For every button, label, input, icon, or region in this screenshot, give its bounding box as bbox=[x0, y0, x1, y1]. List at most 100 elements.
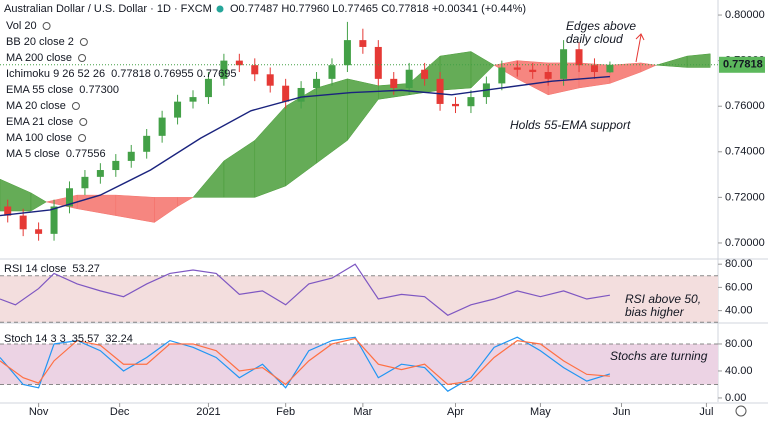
legend-label: MA 20 close bbox=[6, 100, 66, 112]
last-price-box bbox=[719, 56, 765, 73]
candle-body bbox=[297, 87, 305, 102]
x-tick-label: 2021 bbox=[196, 406, 220, 418]
candle-body bbox=[575, 49, 583, 66]
panel-title: RSI 14 close bbox=[4, 263, 66, 275]
candle-body bbox=[81, 176, 89, 189]
legend-value: 0.77818 0.76955 0.77695 bbox=[111, 68, 236, 80]
cloud-segment bbox=[30, 192, 47, 212]
hidden-icon bbox=[79, 118, 88, 126]
legend-value: 53.27 bbox=[72, 263, 100, 275]
candle-body bbox=[452, 103, 460, 107]
candle-body bbox=[96, 170, 104, 177]
candle-body bbox=[127, 151, 135, 161]
candle-body bbox=[328, 65, 336, 79]
legend-label: MA 5 close bbox=[6, 148, 60, 160]
x-tick-label: Nov bbox=[29, 406, 49, 418]
cloud-segment bbox=[470, 51, 495, 89]
candle-body bbox=[606, 64, 614, 73]
legend-label: MA 200 close bbox=[6, 52, 72, 64]
y-tick-label: 0.76000 bbox=[725, 100, 765, 112]
annotation: Holds 55-EMA support bbox=[510, 118, 631, 132]
hidden-icon bbox=[79, 38, 88, 46]
candle-body bbox=[35, 229, 43, 234]
annotation: bias higher bbox=[625, 305, 685, 319]
x-tick-label: Feb bbox=[276, 406, 295, 418]
settings-icon[interactable] bbox=[735, 405, 747, 417]
cloud-segment bbox=[439, 51, 472, 91]
y-tick-label: 60.00 bbox=[725, 281, 753, 293]
candle-body bbox=[590, 65, 598, 73]
candle-body bbox=[4, 206, 12, 216]
legend-label: Vol 20 bbox=[6, 20, 37, 32]
candle-body bbox=[50, 206, 58, 234]
candle-body bbox=[65, 188, 73, 207]
hidden-icon bbox=[42, 22, 51, 30]
candle-body bbox=[560, 49, 568, 79]
candle-body bbox=[343, 40, 351, 66]
indicator-line bbox=[0, 336, 611, 392]
annotation: RSI above 50, bbox=[625, 292, 701, 306]
ema-line bbox=[0, 75, 610, 217]
panel-title: Stoch 14 3 3 bbox=[4, 333, 66, 345]
legend-value: 0.77556 bbox=[66, 148, 106, 160]
candle-body bbox=[529, 69, 537, 73]
candle-body bbox=[266, 74, 274, 86]
cloud-segment bbox=[686, 53, 711, 68]
legend-label: BB 20 close 2 bbox=[6, 36, 74, 48]
band bbox=[0, 275, 718, 323]
y-tick-label: 40.00 bbox=[725, 305, 753, 317]
last-price-label: 0.77818 bbox=[723, 59, 763, 71]
candle-body bbox=[421, 69, 429, 79]
chart-title: Australian Dollar / U.S. Dollar · 1D · F… bbox=[4, 3, 212, 15]
y-tick-label: 0.00 bbox=[725, 392, 746, 404]
legend-label: MA 100 close bbox=[6, 132, 72, 144]
candle-body bbox=[251, 65, 259, 75]
y-tick-label: 0.70000 bbox=[725, 237, 765, 249]
candle-body bbox=[220, 60, 228, 79]
candle-body bbox=[467, 97, 475, 107]
cloud-segment bbox=[177, 197, 194, 207]
candle-body bbox=[513, 67, 521, 70]
x-tick-label: Jun bbox=[613, 406, 631, 418]
x-tick-label: Jul bbox=[699, 406, 713, 418]
legend-value: 0.77300 bbox=[79, 84, 119, 96]
candle-body bbox=[498, 67, 506, 84]
candle-body bbox=[544, 72, 552, 79]
candle-body bbox=[19, 215, 27, 230]
ohlc: O0.77487 H0.77960 L0.77465 C0.77818 +0.0… bbox=[230, 3, 526, 15]
candle-body bbox=[282, 85, 290, 102]
hidden-icon bbox=[78, 54, 87, 62]
arrow bbox=[635, 33, 645, 63]
candle-body bbox=[359, 40, 367, 47]
x-tick-label: May bbox=[530, 406, 551, 418]
hidden-icon bbox=[71, 102, 80, 110]
candle-body bbox=[189, 97, 197, 102]
candle-body bbox=[235, 60, 243, 66]
candle-body bbox=[436, 78, 444, 104]
status-dot bbox=[216, 5, 224, 13]
candle-body bbox=[405, 69, 413, 88]
x-tick-label: Mar bbox=[353, 406, 372, 418]
candle-body bbox=[143, 135, 151, 152]
annotation: daily cloud bbox=[566, 32, 623, 46]
legend-label: EMA 21 close bbox=[6, 116, 73, 128]
x-tick-label: Apr bbox=[447, 406, 464, 418]
indicator-line bbox=[0, 263, 611, 316]
y-tick-label: 80.00 bbox=[725, 338, 753, 350]
y-tick-label: 40.00 bbox=[725, 365, 753, 377]
legend-label: EMA 55 close bbox=[6, 84, 73, 96]
candle-body bbox=[313, 78, 321, 88]
candle-body bbox=[390, 78, 398, 88]
candle-body bbox=[112, 160, 120, 171]
cloud-segment bbox=[640, 62, 658, 73]
candle-body bbox=[174, 101, 182, 118]
annotation: Stochs are turning bbox=[610, 349, 708, 363]
y-tick-label: 0.74000 bbox=[725, 146, 765, 158]
y-tick-label: 0.72000 bbox=[725, 191, 765, 203]
hidden-icon bbox=[78, 134, 87, 142]
x-tick-label: Dec bbox=[110, 406, 130, 418]
candle-body bbox=[204, 78, 212, 98]
